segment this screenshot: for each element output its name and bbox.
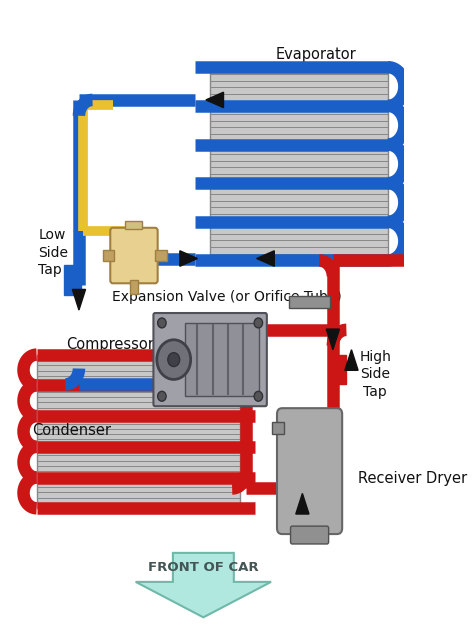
Bar xyxy=(64,266,81,295)
Text: Receiver Dryer: Receiver Dryer xyxy=(358,471,467,486)
Bar xyxy=(155,250,167,261)
Polygon shape xyxy=(206,92,224,108)
Circle shape xyxy=(254,318,263,328)
Bar xyxy=(36,355,240,509)
Bar xyxy=(331,355,346,384)
FancyBboxPatch shape xyxy=(110,228,158,283)
FancyBboxPatch shape xyxy=(277,408,342,534)
Polygon shape xyxy=(296,493,309,514)
Bar xyxy=(210,68,388,261)
Circle shape xyxy=(168,353,180,367)
Text: Condenser: Condenser xyxy=(32,423,111,439)
Bar xyxy=(130,280,138,294)
Polygon shape xyxy=(136,553,271,617)
Circle shape xyxy=(254,391,263,401)
Bar xyxy=(185,323,259,396)
Polygon shape xyxy=(73,290,85,310)
FancyBboxPatch shape xyxy=(154,313,267,406)
Bar xyxy=(126,221,142,229)
Text: FRONT OF CAR: FRONT OF CAR xyxy=(148,561,259,574)
Polygon shape xyxy=(257,251,274,266)
Bar xyxy=(272,422,284,434)
Circle shape xyxy=(158,391,166,401)
Text: Expansion Valve (or Orifice Tube): Expansion Valve (or Orifice Tube) xyxy=(112,290,342,304)
Text: Evaporator: Evaporator xyxy=(275,47,356,62)
Polygon shape xyxy=(326,329,339,350)
Text: Compressor: Compressor xyxy=(66,337,154,352)
Polygon shape xyxy=(345,350,358,370)
Text: High
Side
Tap: High Side Tap xyxy=(359,350,391,399)
Polygon shape xyxy=(180,251,198,266)
FancyBboxPatch shape xyxy=(291,526,328,544)
Bar xyxy=(289,296,330,308)
Circle shape xyxy=(157,339,191,379)
Text: Low
Side
Tap: Low Side Tap xyxy=(38,228,68,277)
Bar xyxy=(103,250,115,261)
Circle shape xyxy=(158,318,166,328)
